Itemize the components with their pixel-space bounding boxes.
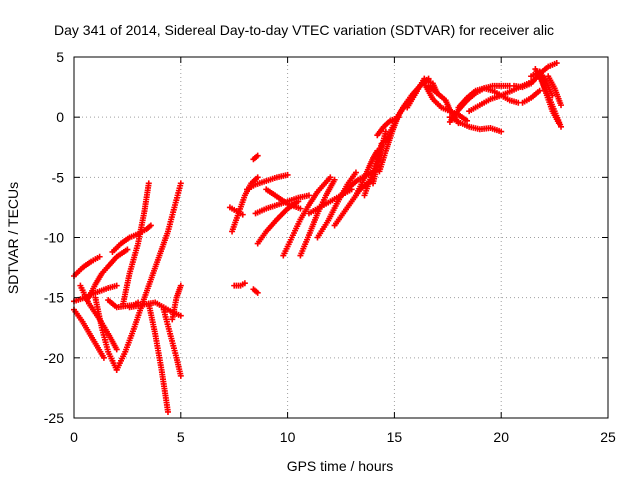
data-point (352, 169, 359, 176)
data-point (124, 246, 131, 253)
x-axis-label: GPS time / hours (287, 458, 394, 474)
data-point (100, 354, 107, 361)
data-point (113, 346, 120, 353)
data-point (254, 289, 261, 296)
data-point (177, 312, 184, 319)
data-series-track (160, 306, 184, 379)
data-series-track (83, 246, 131, 304)
x-tick-label: 20 (493, 429, 509, 445)
data-point (177, 282, 184, 289)
data-point (536, 87, 543, 94)
data-series-track (109, 222, 154, 255)
data-series-track (297, 176, 338, 259)
data-point (558, 123, 565, 130)
x-tick-label: 15 (387, 429, 403, 445)
data-series-track (250, 286, 261, 296)
x-axis-ticks: 0 5 10 15 20 25 (70, 57, 616, 445)
data-point (254, 174, 261, 181)
data-point (553, 60, 560, 67)
x-tick-label: 25 (600, 429, 616, 445)
y-tick-label: -15 (44, 290, 64, 306)
data-point (177, 372, 184, 379)
data-series-track (250, 152, 261, 163)
data-point (327, 174, 334, 181)
data-points (71, 60, 565, 415)
data-series-track (545, 73, 565, 109)
data-point (295, 198, 302, 205)
data-point (241, 280, 248, 287)
data-point (558, 102, 565, 109)
data-series-track (280, 174, 334, 259)
data-series-track (263, 186, 304, 212)
data-series-track (532, 66, 565, 130)
y-tick-label: -10 (44, 230, 64, 246)
data-point (113, 282, 120, 289)
data-series-track (92, 294, 120, 373)
data-point (297, 205, 304, 212)
data-series-track (71, 306, 107, 361)
data-point (145, 180, 152, 187)
data-point (284, 171, 291, 178)
data-point (464, 117, 471, 124)
data-point (331, 176, 338, 183)
data-point (305, 192, 312, 199)
data-point (239, 211, 246, 218)
x-tick-label: 0 (70, 429, 78, 445)
y-tick-label: 5 (56, 49, 64, 65)
data-series-track (231, 280, 248, 289)
gridlines (74, 57, 608, 418)
chart-title: Day 341 of 2014, Sidereal Day-to-day VTE… (54, 22, 554, 38)
data-series-track (113, 180, 184, 373)
y-tick-label: -25 (44, 410, 64, 426)
y-tick-label: -5 (52, 169, 65, 185)
y-tick-label: 0 (56, 109, 64, 125)
y-tick-label: -20 (44, 350, 64, 366)
data-point (254, 152, 261, 159)
data-series-track (169, 282, 184, 323)
data-series-track (71, 253, 103, 280)
y-axis-ticks: -25 -20 -15 -10 -5 0 5 (44, 49, 608, 426)
data-series-track (374, 114, 402, 139)
data-series-track (370, 128, 389, 187)
data-point (395, 114, 402, 121)
x-tick-label: 10 (280, 429, 296, 445)
data-series-track (519, 87, 543, 106)
data-point (164, 408, 171, 415)
data-point (147, 222, 154, 229)
x-tick-label: 5 (177, 429, 185, 445)
data-series-track (425, 82, 462, 127)
data-series-track (145, 300, 171, 415)
data-point (498, 128, 505, 135)
data-series-track (120, 180, 152, 307)
data-series-track (244, 171, 291, 193)
data-point (96, 253, 103, 260)
data-series-track (226, 204, 246, 218)
y-axis-label: SDTVAR / TECUs (5, 182, 21, 294)
data-point (177, 180, 184, 187)
